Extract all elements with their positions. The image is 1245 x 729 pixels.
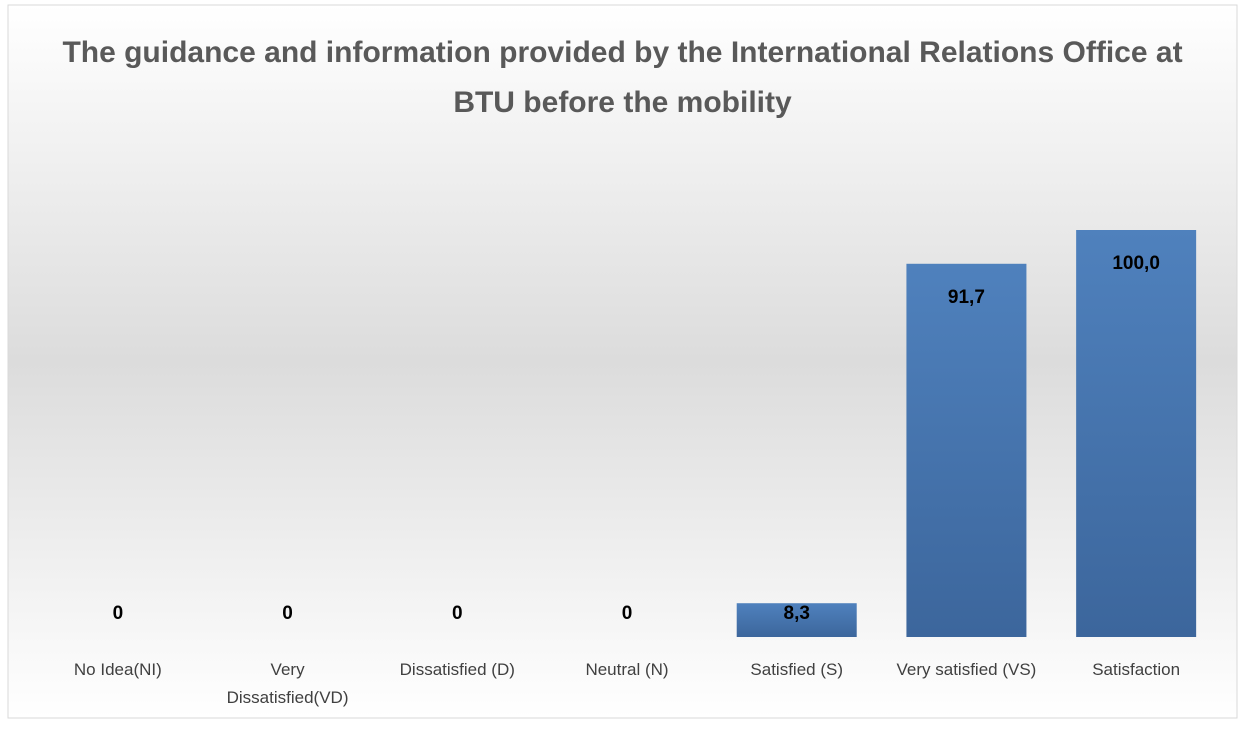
value-label: 8,3 — [784, 603, 810, 624]
x-tick-label: Very satisfied (VS) — [896, 660, 1037, 679]
value-label: 91,7 — [948, 287, 985, 308]
x-tick-label: No Idea(NI) — [73, 660, 162, 679]
value-label: 0 — [113, 603, 124, 624]
value-label: 0 — [282, 603, 293, 624]
bar — [906, 263, 1027, 637]
x-tick-label: Neutral (N) — [585, 660, 669, 679]
value-label: 0 — [452, 603, 463, 624]
value-label: 0 — [622, 603, 633, 624]
x-tick-label: Satisfaction — [1092, 660, 1181, 679]
bar — [736, 603, 857, 637]
chart-frame — [7, 4, 1238, 719]
x-tick-label: Dissatisfied (D) — [399, 660, 515, 679]
chart-title: The guidance and information provided by… — [62, 36, 1183, 119]
value-label: 100,0 — [1112, 253, 1160, 274]
x-tick-label: Satisfied (S) — [750, 660, 843, 679]
x-tick-label: Very Dissatisfied(VD) — [226, 660, 349, 707]
bar — [1076, 230, 1197, 637]
